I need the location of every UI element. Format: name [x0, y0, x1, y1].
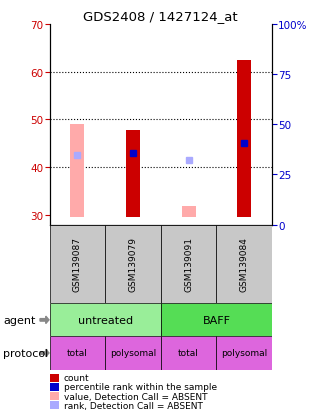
Bar	[50, 304, 161, 337]
Text: total: total	[67, 349, 88, 358]
Bar	[70, 125, 84, 218]
Bar	[50, 225, 105, 304]
Bar	[161, 337, 216, 370]
Text: untreated: untreated	[78, 315, 133, 325]
Bar	[105, 337, 161, 370]
Bar	[50, 337, 105, 370]
Bar	[237, 61, 251, 218]
Text: GSM139091: GSM139091	[184, 237, 193, 292]
Text: polysomal: polysomal	[110, 349, 156, 358]
Text: GSM139079: GSM139079	[129, 237, 138, 292]
Text: value, Detection Call = ABSENT: value, Detection Call = ABSENT	[64, 392, 207, 401]
Text: GSM139084: GSM139084	[240, 237, 249, 292]
Bar	[105, 225, 161, 304]
Text: agent: agent	[3, 315, 36, 325]
Text: total: total	[178, 349, 199, 358]
Bar	[182, 206, 196, 218]
Bar	[161, 225, 216, 304]
Text: BAFF: BAFF	[203, 315, 230, 325]
Bar	[126, 131, 140, 218]
Text: GDS2408 / 1427124_at: GDS2408 / 1427124_at	[83, 10, 237, 23]
Text: count: count	[64, 373, 90, 382]
Bar	[216, 337, 272, 370]
Bar	[216, 225, 272, 304]
Text: protocol: protocol	[3, 348, 48, 358]
Bar	[161, 304, 272, 337]
Text: polysomal: polysomal	[221, 349, 267, 358]
Text: GSM139087: GSM139087	[73, 237, 82, 292]
Text: percentile rank within the sample: percentile rank within the sample	[64, 382, 217, 392]
Text: rank, Detection Call = ABSENT: rank, Detection Call = ABSENT	[64, 401, 203, 410]
